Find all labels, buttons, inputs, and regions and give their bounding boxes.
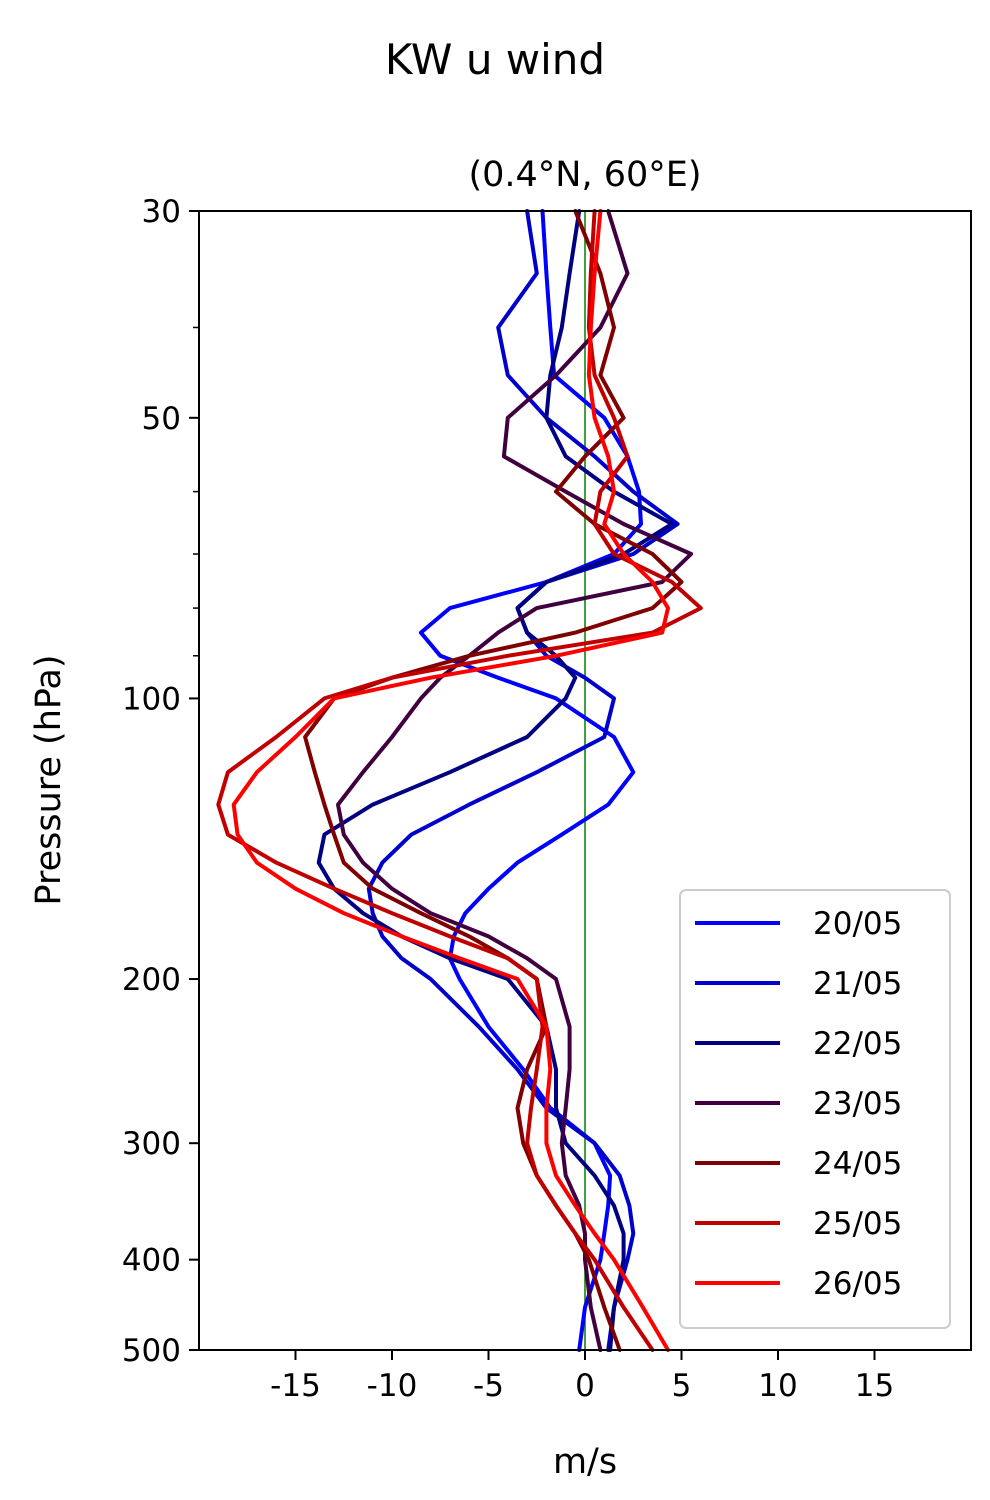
x-tick-label: -15 [270,1368,321,1404]
y-axis: 30 50 100 200 300 400 500 [122,194,199,1369]
x-axis-label: m/s [553,1442,617,1482]
legend-label: 25/05 [813,1206,902,1242]
legend-label: 20/05 [813,906,902,942]
chart-suptitle: KW u wind [385,35,605,84]
series-line-1 [418,209,643,1352]
legend-label: 22/05 [813,1026,902,1062]
x-tick-label: 10 [758,1368,797,1404]
series-line-3 [316,209,674,1352]
y-tick-label: 200 [122,962,181,998]
legend: 20/05 21/05 22/05 23/05 24/05 25/05 26/05 [679,889,951,1329]
plot-area [198,209,972,1352]
y-tick-label: 400 [122,1243,181,1279]
x-tick-label: -5 [473,1368,504,1404]
x-tick-label: 5 [672,1368,692,1404]
legend-label: 21/05 [813,966,902,1002]
y-tick-label: 100 [122,681,181,717]
legend-label: 26/05 [813,1266,902,1302]
legend-label: 23/05 [813,1086,902,1122]
legend-label: 24/05 [813,1146,902,1182]
series-lines [216,209,703,1352]
y-tick-label: 30 [142,194,181,230]
x-tick-label: 15 [855,1368,894,1404]
series-line-7 [231,209,670,1352]
x-axis: -15 -10 -5 0 5 10 15 [270,1350,894,1404]
y-tick-label: 500 [122,1333,181,1369]
x-tick-label: 0 [575,1368,595,1404]
x-tick-label: -10 [367,1368,418,1404]
series-line-5 [303,209,684,1352]
series-line-4 [336,209,694,1352]
chart-title: (0.4°N, 60°E) [468,155,701,195]
series-line-6 [216,209,703,1352]
legend-entries: 20/05 21/05 22/05 23/05 24/05 25/05 26/05 [695,906,902,1302]
y-tick-label: 50 [142,401,181,437]
y-axis-label: Pressure (hPa) [29,654,69,905]
legend-frame [679,889,951,1329]
series-line-2 [366,209,680,1352]
y-tick-label: 300 [122,1126,181,1162]
